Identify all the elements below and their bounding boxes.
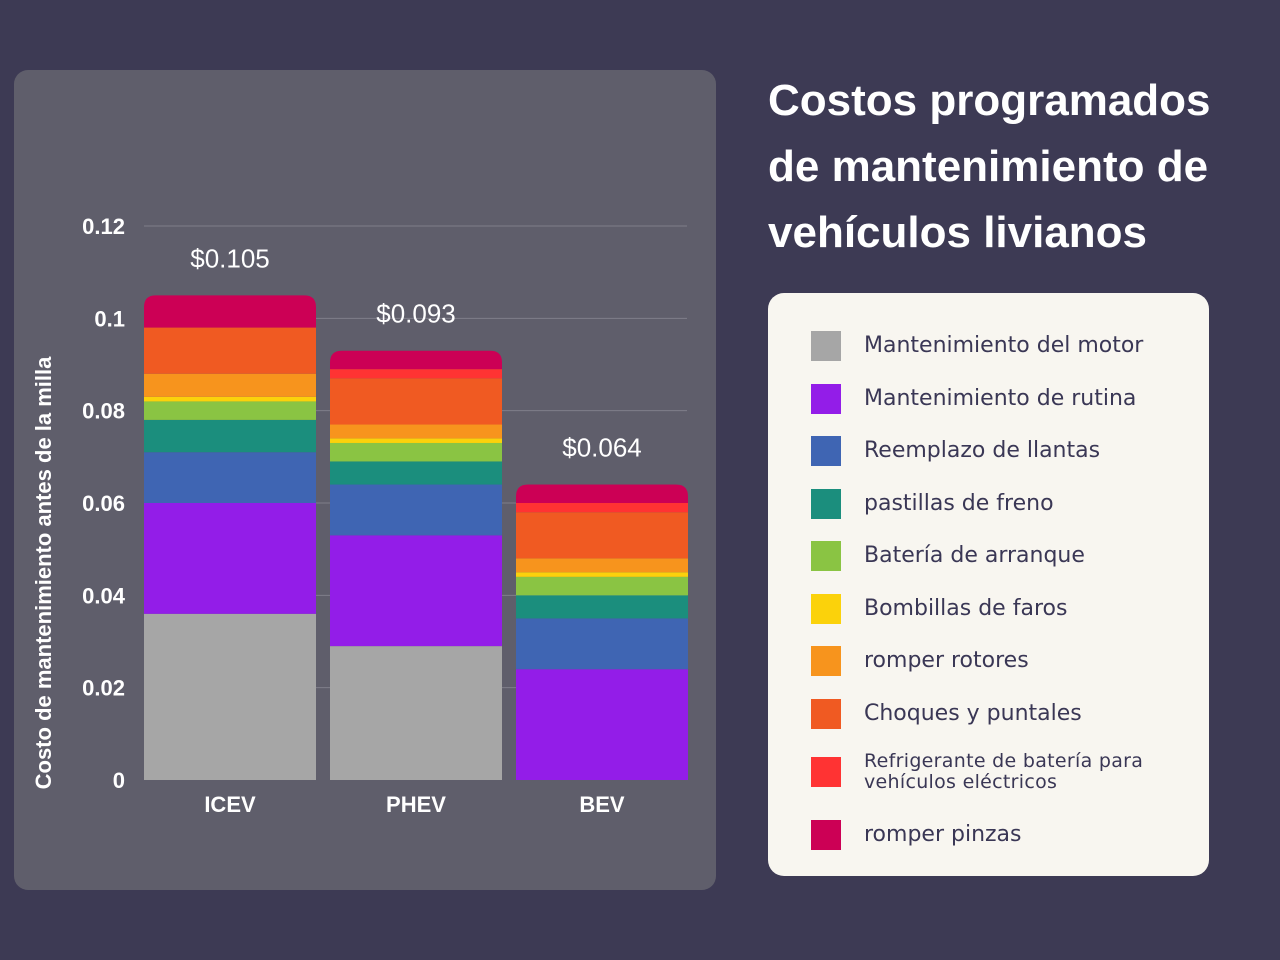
legend-label: romper pinzas [864,822,1022,847]
legend-swatch [811,436,841,466]
legend-swatch [811,489,841,519]
legend-swatch [811,699,841,729]
legend-item: Reemplazo de llantas [811,436,1191,466]
y-tick-label: 0.04 [82,583,126,608]
x-tick-label: BEV [579,792,625,817]
bar-segment [516,618,688,670]
y-tick-label: 0.08 [82,399,125,424]
bar-segment [516,558,688,573]
x-tick-label: ICEV [204,792,256,817]
bar-segment [516,595,688,619]
x-tick-label: PHEV [386,792,446,817]
y-tick-label: 0.12 [82,214,125,239]
total-label: $0.064 [562,433,642,463]
y-axis-label: Costo de mantenimiento antes de la milla [31,356,56,790]
legend-swatch [811,757,841,787]
y-tick-label: 0.02 [82,676,125,701]
bar-segment [516,669,688,780]
bar-segment [144,327,316,374]
legend-item: Mantenimiento de rutina [811,384,1191,414]
bar-segment [330,378,502,425]
bar-segment [144,503,316,614]
y-tick-label: 0.1 [94,306,125,331]
legend-swatch [811,541,841,571]
legend-label: pastillas de freno [864,491,1054,516]
legend-label: romper rotores [864,648,1029,673]
bar-segment [330,424,502,439]
bar-segment [144,452,316,503]
legend-item: Choques y puntales [811,699,1191,729]
total-label: $0.093 [376,299,456,329]
legend-item: Mantenimiento del motor [811,331,1191,361]
bar-segment [330,646,502,780]
bar-segment [330,461,502,485]
legend-item: Batería de arranque [811,541,1191,571]
legend-label: Batería de arranque [864,543,1085,568]
bar-segment [144,373,316,397]
stacked-bar-chart: 0 0.02 0.04 0.06 0.08 0.1 0.12 Costo de manteni… [31,214,688,817]
legend-item: romper pinzas [811,820,1191,850]
legend-swatch [811,646,841,676]
legend-label: Mantenimiento de rutina [864,386,1137,411]
chart-title: Costos programados de mantenimiento de v… [768,76,1211,257]
bar-segment [330,438,502,443]
bar-segment [516,503,688,513]
legend-label: Bombillas de faros [864,596,1068,621]
bar-segment [144,295,316,328]
bar-segment [144,401,316,420]
legend-swatch [811,384,841,414]
bar-segment [516,512,688,559]
bar-segment [516,484,688,503]
bar-segment [330,484,502,536]
chart-panel: 0 0.02 0.04 0.06 0.08 0.1 0.12 Costo de manteni… [14,70,716,890]
bar-segment [330,442,502,462]
legend-swatch [811,594,841,624]
y-tick-label: 0.06 [82,491,125,516]
y-tick-label: 0 [113,768,125,793]
bar-segment [516,576,688,596]
bar-segment [330,369,502,379]
legend-item: Bombillas de faros [811,594,1191,624]
bar-segment [144,396,316,402]
legend-label: Choques y puntales [864,701,1082,726]
total-label: $0.105 [190,243,270,273]
legend-item: romper rotores [811,646,1191,676]
legend-label: Mantenimiento del motor [864,333,1144,358]
legend-swatch [811,820,841,850]
legend-item: pastillas de freno [811,489,1191,519]
legend-item: Refrigerante de batería para vehículos e… [811,751,1191,793]
bar-segment [516,572,688,577]
legend-swatch [811,331,841,361]
bar-segment [330,535,502,647]
bar-segment [144,419,316,453]
legend: Mantenimiento del motor Mantenimiento de … [768,293,1209,876]
bar-segment [330,350,502,370]
legend-label: Refrigerante de batería para vehículos e… [864,750,1144,793]
legend-label: Reemplazo de llantas [864,438,1101,463]
bar-segment [144,613,316,780]
